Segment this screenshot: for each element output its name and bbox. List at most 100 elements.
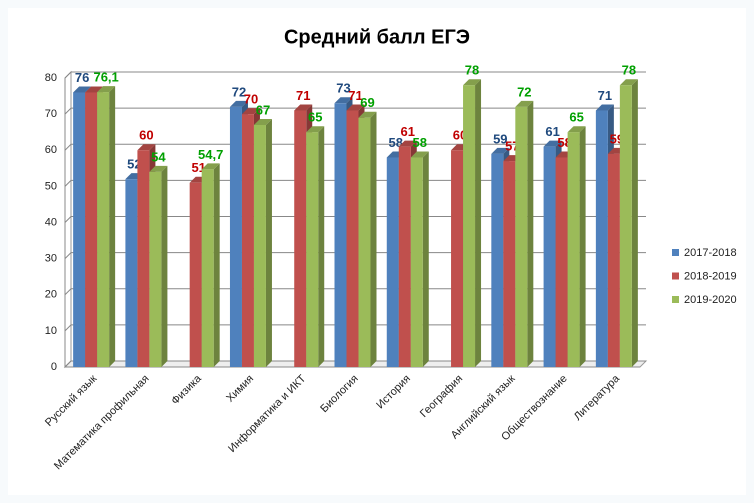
chart-title: Средний балл ЕГЭ xyxy=(284,26,470,48)
y-tick-label: 50 xyxy=(45,180,57,192)
bar-front xyxy=(595,110,608,367)
y-tick-label: 70 xyxy=(45,108,57,120)
y-tick-label: 80 xyxy=(45,72,57,84)
bar xyxy=(306,126,325,367)
data-label: 65 xyxy=(308,110,322,125)
bar-top xyxy=(334,97,353,104)
bar-top xyxy=(358,111,377,118)
bar-front xyxy=(346,110,359,367)
bar-front xyxy=(619,85,632,367)
bar-front xyxy=(555,157,568,367)
bar-front xyxy=(253,124,266,368)
data-label: 59 xyxy=(493,131,507,146)
data-label: 61 xyxy=(401,124,415,139)
bar xyxy=(515,100,534,368)
bar xyxy=(410,151,429,367)
y-tick-label: 40 xyxy=(45,216,57,228)
bar xyxy=(619,79,638,367)
bar-top xyxy=(595,104,614,111)
bar-front xyxy=(306,132,319,367)
bar-front xyxy=(73,92,86,367)
data-label: 72 xyxy=(517,84,531,99)
bar-side xyxy=(370,111,377,367)
bar-front xyxy=(189,182,202,367)
bar-side xyxy=(161,165,168,367)
data-label: 78 xyxy=(465,63,479,78)
bar-side xyxy=(109,86,116,368)
bar-front xyxy=(125,179,138,367)
grid-line xyxy=(64,107,646,115)
bar-front xyxy=(567,132,580,367)
bar-front xyxy=(398,146,411,367)
bar-side xyxy=(422,151,429,367)
legend-swatch xyxy=(672,249,679,256)
bar-top xyxy=(149,165,168,172)
legend-swatch xyxy=(672,272,679,280)
bar-side xyxy=(265,118,272,368)
bar-top xyxy=(241,108,260,115)
bar-top xyxy=(398,140,417,147)
data-label: 54,7 xyxy=(198,147,223,162)
bar-side xyxy=(475,79,482,367)
bar-front xyxy=(149,171,162,367)
data-label: 67 xyxy=(256,102,270,117)
y-tick-label: 30 xyxy=(45,253,57,265)
bar-top xyxy=(410,151,429,158)
bar-front xyxy=(241,114,254,367)
bar-side xyxy=(579,126,586,367)
bar-front xyxy=(410,157,423,367)
bar-top xyxy=(137,144,156,151)
bar-top xyxy=(619,79,638,86)
data-label: 71 xyxy=(348,88,362,103)
bar-top xyxy=(201,163,220,170)
data-label: 69 xyxy=(360,95,374,110)
bar-front xyxy=(97,92,110,368)
legend-label: 2018-2019 xyxy=(684,270,737,282)
data-label: 78 xyxy=(622,63,636,78)
bar-top xyxy=(567,126,586,133)
y-tick-label: 20 xyxy=(45,289,57,301)
bar xyxy=(463,79,482,367)
data-label: 71 xyxy=(296,88,310,103)
bar-front xyxy=(515,106,528,368)
bar-front xyxy=(334,103,347,367)
legend-label: 2019-2020 xyxy=(684,294,737,306)
bar-front xyxy=(503,161,516,367)
y-tick-label: 10 xyxy=(45,325,57,337)
bar-front xyxy=(294,110,307,367)
legend-label: 2017-2018 xyxy=(684,247,737,259)
data-label: 71 xyxy=(598,88,612,103)
bar-side xyxy=(213,163,220,367)
bar xyxy=(97,86,116,368)
bar xyxy=(358,111,377,367)
bar-front xyxy=(463,85,476,367)
grid-line xyxy=(64,143,646,151)
data-label: 73 xyxy=(336,81,350,96)
bar-side xyxy=(527,100,534,368)
bar-top xyxy=(491,147,510,154)
legend-swatch xyxy=(672,296,679,303)
bar xyxy=(567,126,586,367)
data-label: 60 xyxy=(139,128,153,143)
bar-top xyxy=(229,100,248,107)
bar-front xyxy=(201,169,214,367)
bar-front xyxy=(451,150,464,367)
bar-top xyxy=(253,118,272,125)
bar-front xyxy=(491,153,504,367)
bar-front xyxy=(137,150,150,367)
y-tick-label: 0 xyxy=(51,361,57,373)
bar-top xyxy=(97,86,116,93)
data-label: 72 xyxy=(232,84,246,99)
data-label: 61 xyxy=(545,124,559,139)
bar-side xyxy=(631,79,638,367)
bar-side xyxy=(318,126,325,367)
bar-top xyxy=(306,126,325,133)
bar-front xyxy=(85,92,98,367)
bar-front xyxy=(607,153,620,367)
bar xyxy=(201,163,220,367)
bar-top xyxy=(543,140,562,147)
data-label: 54 xyxy=(151,149,166,164)
data-label: 65 xyxy=(569,110,583,125)
data-label: 76 xyxy=(75,70,89,85)
